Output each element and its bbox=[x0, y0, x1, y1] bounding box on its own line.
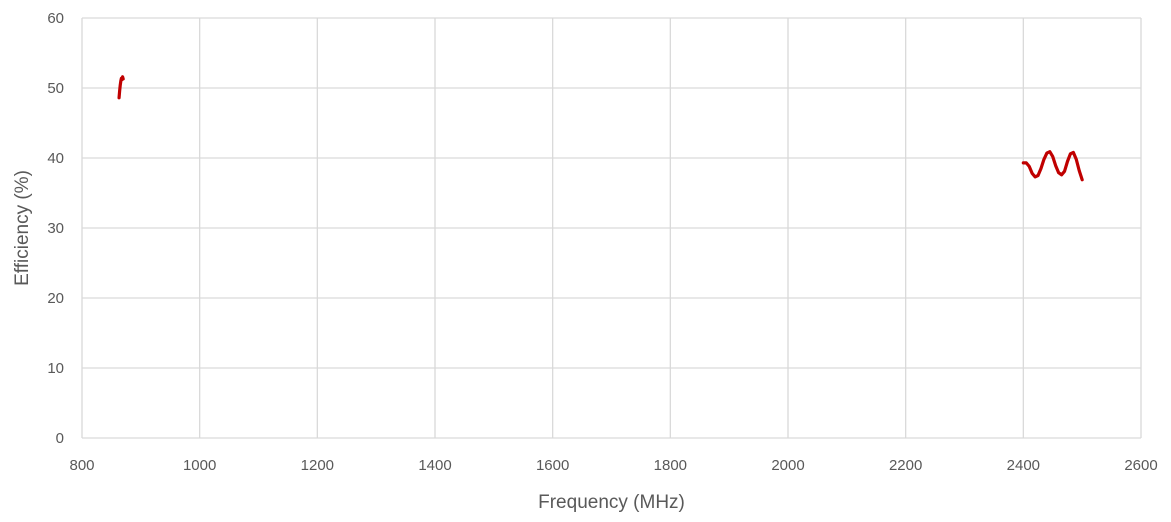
x-tick-label: 1400 bbox=[418, 457, 451, 474]
x-tick-label: 800 bbox=[69, 457, 94, 474]
y-tick-label: 10 bbox=[47, 360, 64, 377]
tick-labels: 0 10 20 30 40 50 60 800 1000 1200 1400 1600 1800 2000… bbox=[47, 10, 1157, 474]
y-axis-title: Efficiency (%) bbox=[12, 170, 33, 286]
y-tick-label: 40 bbox=[47, 150, 64, 167]
grid-lines bbox=[81, 17, 1142, 438]
y-tick-label: 30 bbox=[47, 220, 64, 237]
x-axis-title: Frequency (MHz) bbox=[538, 492, 685, 513]
x-tick-label: 1200 bbox=[301, 457, 334, 474]
x-tick-label: 1600 bbox=[536, 457, 569, 474]
x-tick-label: 2600 bbox=[1124, 457, 1157, 474]
x-tick-label: 1800 bbox=[654, 457, 687, 474]
x-tick-label: 2200 bbox=[889, 457, 922, 474]
x-tick-label: 1000 bbox=[183, 457, 216, 474]
x-tick-label: 2000 bbox=[771, 457, 804, 474]
y-tick-label: 20 bbox=[47, 290, 64, 307]
y-tick-label: 60 bbox=[47, 10, 64, 27]
y-tick-label: 0 bbox=[56, 430, 64, 447]
series-line-segment bbox=[117, 75, 125, 100]
y-tick-label: 50 bbox=[47, 80, 64, 97]
series-line-segment bbox=[1021, 150, 1084, 182]
data-series bbox=[117, 75, 1084, 182]
x-tick-label: 2400 bbox=[1007, 457, 1040, 474]
